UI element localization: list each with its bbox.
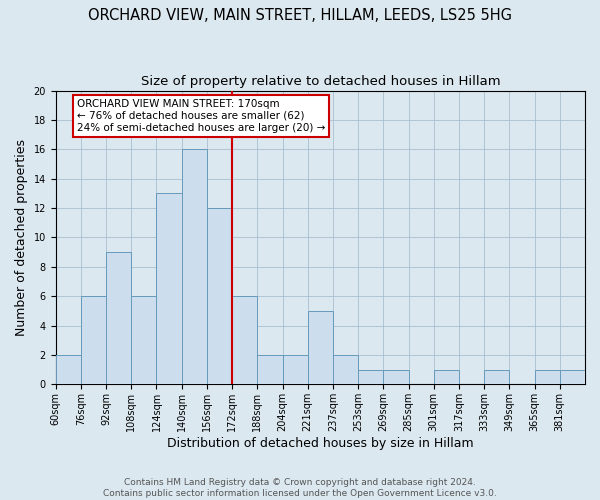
Bar xyxy=(358,370,383,384)
Bar xyxy=(131,296,157,384)
Bar xyxy=(333,355,358,384)
Bar xyxy=(383,370,409,384)
Bar xyxy=(157,194,182,384)
Bar xyxy=(106,252,131,384)
Bar xyxy=(56,355,81,384)
Bar xyxy=(257,355,283,384)
Bar xyxy=(207,208,232,384)
Bar xyxy=(484,370,509,384)
X-axis label: Distribution of detached houses by size in Hillam: Distribution of detached houses by size … xyxy=(167,437,473,450)
Text: Contains HM Land Registry data © Crown copyright and database right 2024.
Contai: Contains HM Land Registry data © Crown c… xyxy=(103,478,497,498)
Text: ORCHARD VIEW MAIN STREET: 170sqm
← 76% of detached houses are smaller (62)
24% o: ORCHARD VIEW MAIN STREET: 170sqm ← 76% o… xyxy=(77,100,325,132)
Bar xyxy=(182,150,207,384)
Bar xyxy=(308,311,333,384)
Bar xyxy=(232,296,257,384)
Text: ORCHARD VIEW, MAIN STREET, HILLAM, LEEDS, LS25 5HG: ORCHARD VIEW, MAIN STREET, HILLAM, LEEDS… xyxy=(88,8,512,22)
Bar xyxy=(560,370,585,384)
Bar xyxy=(434,370,459,384)
Bar xyxy=(283,355,308,384)
Bar xyxy=(81,296,106,384)
Y-axis label: Number of detached properties: Number of detached properties xyxy=(15,139,28,336)
Bar xyxy=(535,370,560,384)
Title: Size of property relative to detached houses in Hillam: Size of property relative to detached ho… xyxy=(140,75,500,88)
